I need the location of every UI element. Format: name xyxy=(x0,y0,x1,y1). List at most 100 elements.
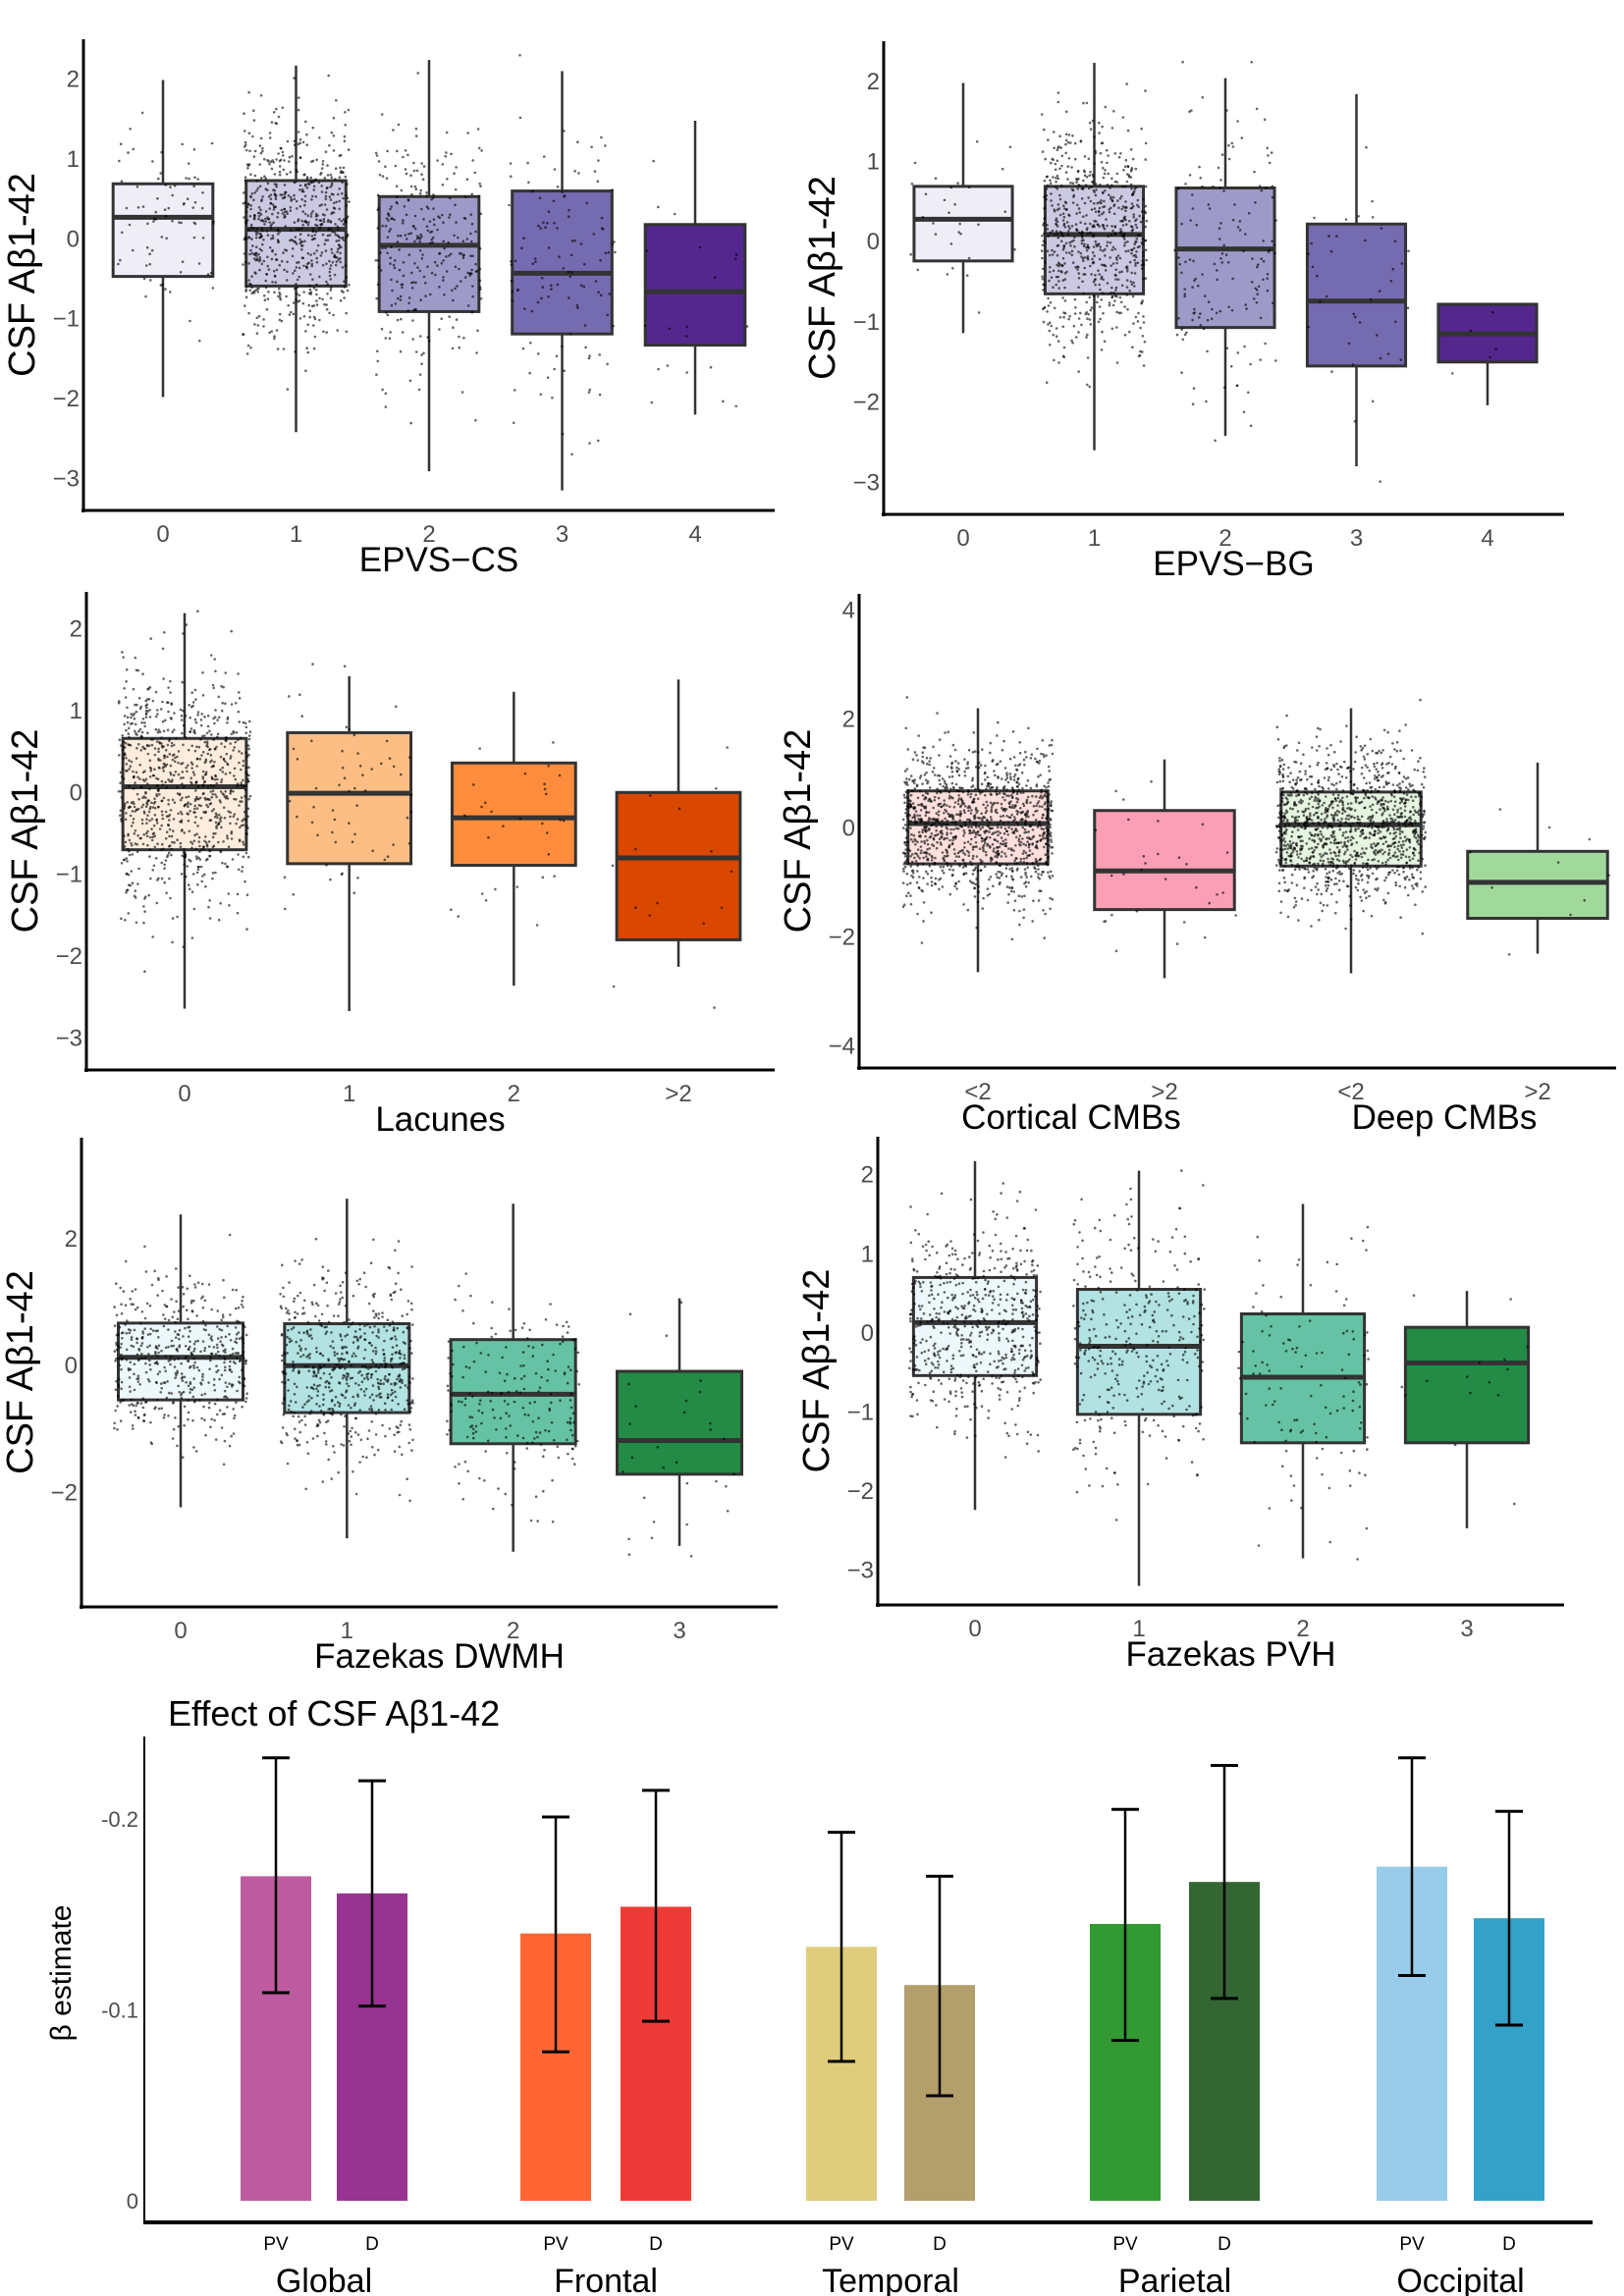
data-point xyxy=(1295,794,1298,797)
data-point xyxy=(1071,201,1075,204)
data-point xyxy=(290,229,293,232)
data-point xyxy=(946,765,949,769)
data-point xyxy=(150,828,153,830)
data-point xyxy=(1359,745,1363,748)
data-point xyxy=(1231,218,1235,222)
data-point xyxy=(1352,872,1355,876)
data-point xyxy=(176,838,179,841)
data-point xyxy=(261,220,265,223)
data-point xyxy=(968,828,971,832)
data-point xyxy=(124,746,127,749)
data-point xyxy=(315,283,318,287)
data-point xyxy=(1068,314,1071,318)
data-point xyxy=(167,206,171,210)
data-point xyxy=(400,773,403,776)
data-point xyxy=(1031,920,1034,923)
data-point xyxy=(237,853,240,856)
data-point xyxy=(177,750,181,753)
data-point xyxy=(989,846,992,849)
data-point xyxy=(315,293,318,296)
data-point xyxy=(258,256,262,259)
data-point xyxy=(456,285,459,288)
data-point xyxy=(1128,219,1131,223)
data-point xyxy=(148,819,151,823)
data-point xyxy=(984,764,987,768)
data-point xyxy=(905,796,909,799)
data-point xyxy=(334,233,338,237)
data-point xyxy=(168,834,171,838)
data-point xyxy=(981,826,985,829)
data-point xyxy=(380,762,383,766)
data-point xyxy=(1102,226,1106,229)
data-point xyxy=(1386,891,1390,895)
data-point xyxy=(1015,780,1019,783)
data-point xyxy=(1067,214,1071,217)
data-point xyxy=(315,158,319,162)
data-point xyxy=(122,740,126,744)
data-point xyxy=(135,746,138,750)
data-point xyxy=(267,217,271,221)
data-point xyxy=(223,745,227,749)
data-point xyxy=(219,820,222,824)
data-point xyxy=(1258,185,1262,187)
data-point xyxy=(1226,260,1230,264)
data-point xyxy=(997,762,1000,766)
data-point xyxy=(1243,345,1246,348)
data-point xyxy=(1212,185,1215,188)
data-point xyxy=(941,851,945,854)
data-point xyxy=(1290,881,1294,884)
data-point xyxy=(1021,786,1024,790)
data-point xyxy=(194,721,198,724)
data-point xyxy=(1100,141,1104,145)
data-point xyxy=(1419,698,1422,702)
data-point xyxy=(273,183,277,186)
data-point xyxy=(167,803,170,806)
data-point xyxy=(252,198,255,201)
data-point xyxy=(414,307,417,311)
data-point xyxy=(148,252,151,256)
data-point xyxy=(1087,196,1090,199)
data-point xyxy=(1044,912,1047,916)
jitter-points-2 xyxy=(450,741,566,927)
data-point xyxy=(385,217,389,220)
data-point xyxy=(1123,243,1126,247)
data-point xyxy=(1344,218,1348,221)
data-point xyxy=(1124,209,1127,212)
data-point xyxy=(1040,249,1044,252)
data-point xyxy=(1127,818,1130,822)
data-point xyxy=(206,785,210,788)
data-point xyxy=(184,736,188,739)
data-point xyxy=(441,184,445,187)
data-point xyxy=(1416,811,1420,814)
data-point xyxy=(1099,245,1102,248)
data-point xyxy=(1039,857,1043,861)
data-point xyxy=(521,347,525,350)
data-point xyxy=(1082,244,1086,248)
data-point xyxy=(288,313,292,316)
data-point xyxy=(160,150,163,154)
data-point xyxy=(943,812,946,815)
data-point xyxy=(1006,901,1009,904)
data-point xyxy=(403,205,406,208)
data-point xyxy=(997,721,1000,724)
data-point xyxy=(563,369,566,373)
data-point xyxy=(326,283,330,287)
data-point xyxy=(938,754,941,757)
data-point xyxy=(596,180,600,183)
data-point xyxy=(568,296,570,299)
data-point xyxy=(1097,209,1101,213)
data-point xyxy=(455,318,459,321)
data-point xyxy=(904,808,908,811)
data-point xyxy=(422,218,425,221)
data-point xyxy=(1255,107,1259,111)
data-point xyxy=(198,796,202,800)
data-point xyxy=(224,760,227,763)
data-point xyxy=(1122,235,1126,239)
data-point xyxy=(1324,795,1327,798)
data-point xyxy=(211,792,215,796)
data-point xyxy=(283,207,287,211)
data-point xyxy=(949,865,953,868)
data-point xyxy=(915,852,919,856)
data-point xyxy=(993,770,996,773)
data-point xyxy=(217,695,221,699)
